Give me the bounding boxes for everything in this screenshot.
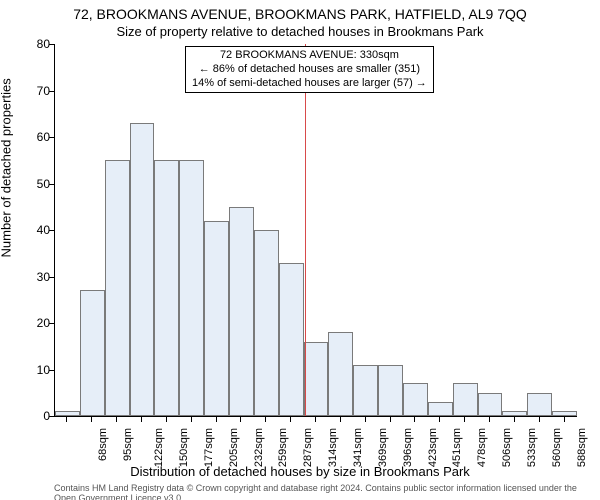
histogram-bar	[328, 332, 353, 416]
y-tick-mark	[49, 44, 54, 45]
x-tick-mark	[564, 417, 565, 422]
x-tick-label: 122sqm	[153, 428, 165, 467]
chart-title-line2: Size of property relative to detached ho…	[0, 24, 600, 39]
histogram-bar	[403, 383, 428, 416]
y-tick-mark	[49, 91, 54, 92]
histogram-bar	[478, 393, 503, 416]
x-tick-mark	[116, 417, 117, 422]
x-tick-label: 95sqm	[122, 428, 134, 461]
x-tick-mark	[539, 417, 540, 422]
y-tick-mark	[49, 184, 54, 185]
x-tick-mark	[439, 417, 440, 422]
x-tick-mark	[464, 417, 465, 422]
credits-text: Contains HM Land Registry data © Crown c…	[54, 484, 584, 500]
x-tick-label: 205sqm	[228, 428, 240, 467]
histogram-bar	[279, 263, 304, 416]
x-tick-label: 451sqm	[452, 428, 464, 467]
y-tick-mark	[49, 416, 54, 417]
x-tick-mark	[191, 417, 192, 422]
x-tick-label: 314sqm	[327, 428, 339, 467]
histogram-bar	[229, 207, 254, 416]
x-tick-mark	[265, 417, 266, 422]
y-axis-label: Number of detached properties	[0, 78, 14, 257]
histogram-bar	[204, 221, 229, 416]
y-tick-label: 80	[24, 37, 50, 51]
property-marker-line	[305, 44, 306, 416]
histogram-bar	[552, 411, 577, 416]
x-tick-label: 177sqm	[203, 428, 215, 467]
y-tick-label: 60	[24, 130, 50, 144]
x-tick-label: 259sqm	[278, 428, 290, 467]
histogram-bar	[154, 160, 179, 416]
annotation-line3: 14% of semi-detached houses are larger (…	[192, 77, 427, 91]
annotation-box: 72 BROOKMANS AVENUE: 330sqm← 86% of deta…	[185, 46, 434, 93]
x-tick-label: 478sqm	[476, 428, 488, 467]
x-tick-label: 150sqm	[178, 428, 190, 467]
x-tick-label: 588sqm	[576, 428, 588, 467]
histogram-bar	[80, 290, 105, 416]
histogram-bar	[254, 230, 279, 416]
y-tick-mark	[49, 230, 54, 231]
x-tick-mark	[489, 417, 490, 422]
x-tick-mark	[514, 417, 515, 422]
x-tick-mark	[240, 417, 241, 422]
x-tick-mark	[141, 417, 142, 422]
x-tick-mark	[315, 417, 316, 422]
annotation-line2: ← 86% of detached houses are smaller (35…	[192, 63, 427, 77]
chart-title-line1: 72, BROOKMANS AVENUE, BROOKMANS PARK, HA…	[0, 6, 600, 22]
annotation-line1: 72 BROOKMANS AVENUE: 330sqm	[192, 49, 427, 63]
x-tick-mark	[290, 417, 291, 422]
x-tick-mark	[66, 417, 67, 422]
histogram-bar	[55, 411, 80, 416]
x-tick-mark	[340, 417, 341, 422]
x-tick-mark	[365, 417, 366, 422]
y-tick-label: 20	[24, 316, 50, 330]
x-tick-label: 369sqm	[377, 428, 389, 467]
y-tick-label: 0	[24, 409, 50, 423]
histogram-bar	[105, 160, 130, 416]
histogram-bar	[527, 393, 552, 416]
x-tick-label: 423sqm	[427, 428, 439, 467]
x-tick-mark	[390, 417, 391, 422]
y-tick-label: 70	[24, 84, 50, 98]
x-tick-mark	[216, 417, 217, 422]
x-tick-label: 396sqm	[402, 428, 414, 467]
x-tick-label: 287sqm	[302, 428, 314, 467]
y-tick-mark	[49, 370, 54, 371]
x-tick-label: 232sqm	[253, 428, 265, 467]
y-tick-mark	[49, 323, 54, 324]
x-tick-label: 341sqm	[352, 428, 364, 467]
histogram-bar	[428, 402, 453, 416]
histogram-bar	[130, 123, 155, 416]
y-tick-mark	[49, 277, 54, 278]
histogram-bar	[179, 160, 204, 416]
x-tick-mark	[166, 417, 167, 422]
histogram-bar	[353, 365, 378, 416]
x-tick-label: 68sqm	[97, 428, 109, 461]
plot-area: 72 BROOKMANS AVENUE: 330sqm← 86% of deta…	[54, 44, 577, 417]
y-tick-label: 40	[24, 223, 50, 237]
y-tick-label: 50	[24, 177, 50, 191]
x-tick-mark	[414, 417, 415, 422]
x-tick-label: 560sqm	[551, 428, 563, 467]
histogram-bar	[378, 365, 403, 416]
histogram-bar	[502, 411, 527, 416]
x-tick-mark	[91, 417, 92, 422]
histogram-bar	[453, 383, 478, 416]
histogram-bar	[304, 342, 329, 416]
y-tick-label: 30	[24, 270, 50, 284]
y-tick-label: 10	[24, 363, 50, 377]
x-tick-label: 506sqm	[501, 428, 513, 467]
x-tick-label: 533sqm	[526, 428, 538, 467]
y-tick-mark	[49, 137, 54, 138]
chart-container: 72, BROOKMANS AVENUE, BROOKMANS PARK, HA…	[0, 0, 600, 500]
